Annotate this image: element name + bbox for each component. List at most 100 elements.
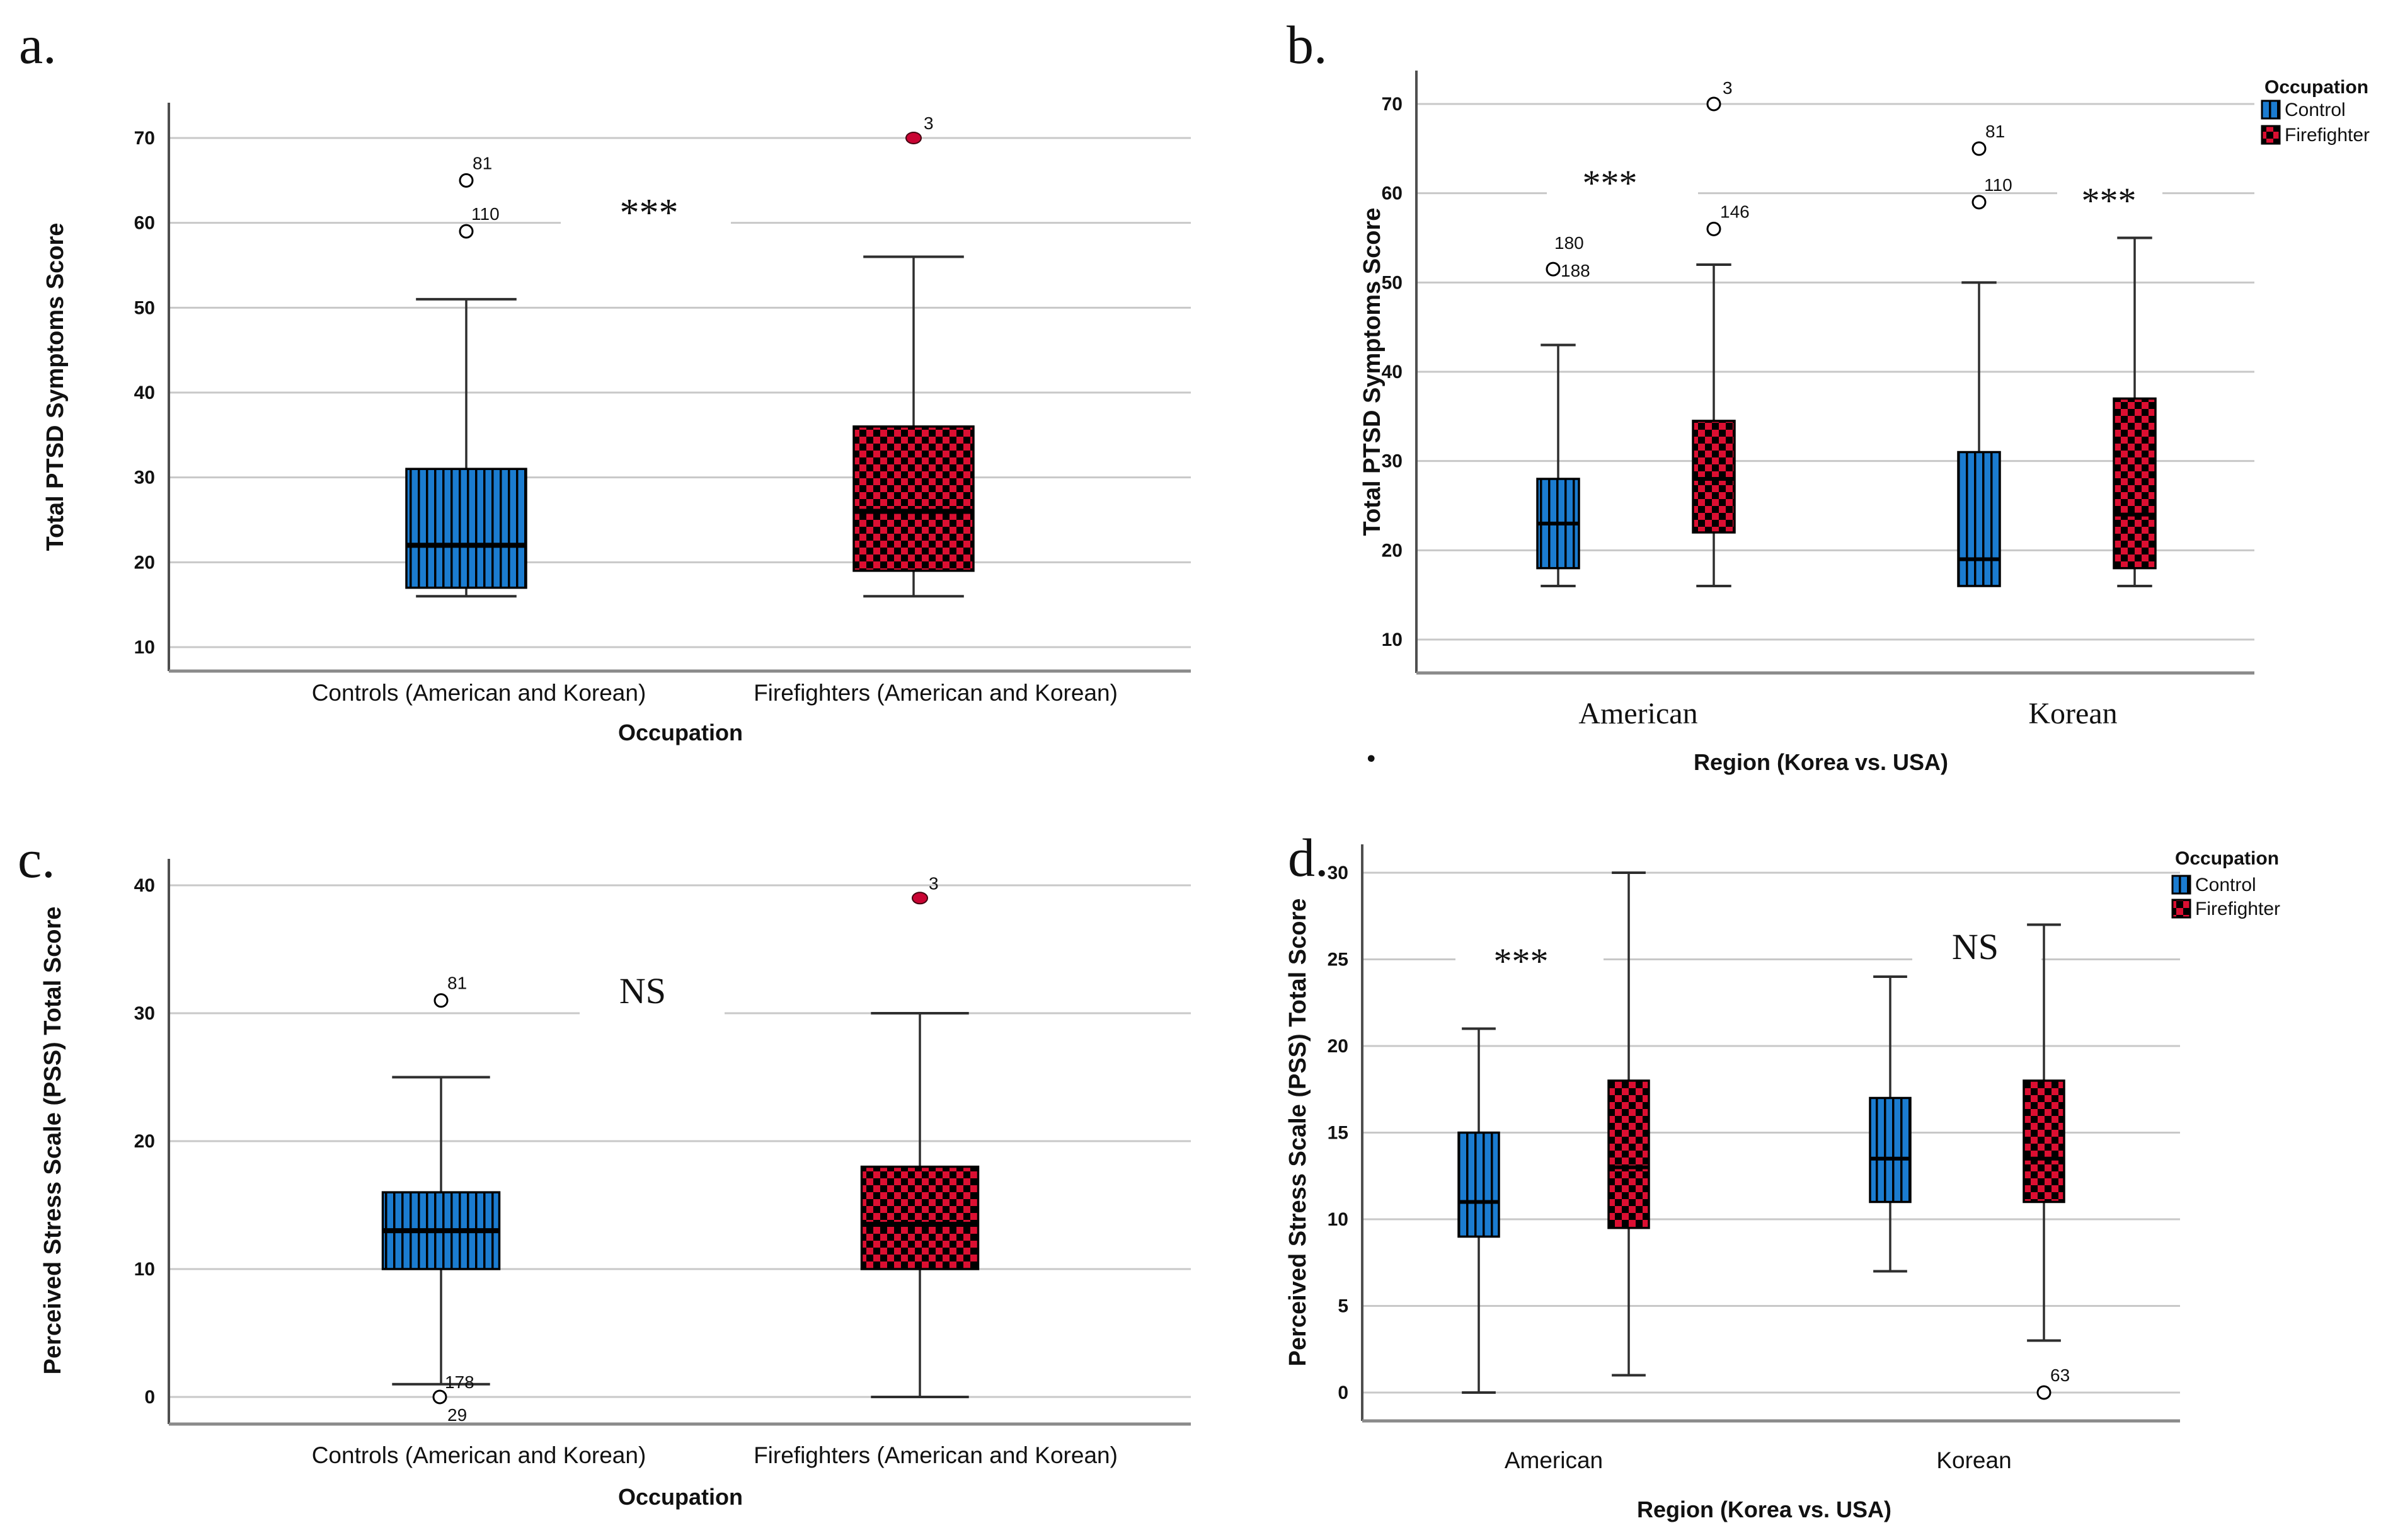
ytick-label-40: 40 [134,382,155,403]
category-label-1: Korean [2028,697,2117,730]
panel-d: 30 25 20 15 10 5 0 63 American Korean Region (Kore… [1285,827,2280,1522]
boxplot-controls: 81 110 [405,153,527,598]
ytick-label-20: 20 [134,1131,155,1152]
legend-label-control: Control [2285,100,2346,120]
outlier-case-label: 110 [1984,175,2012,195]
ytick-label-20: 20 [1382,540,1403,561]
legend-swatch-control-icon [2171,875,2191,895]
boxplot-korean-firefighter: 63 [2023,923,2070,1400]
ytick-label-25: 25 [1328,950,1348,970]
ytick-label-70: 70 [1382,94,1403,115]
legend-label-control: Control [2195,875,2256,895]
ytick-label-60: 60 [134,213,155,234]
significance-annotation: NS [1952,926,1999,967]
boxplot-american-firefighter [1607,871,1650,1377]
panel-a: 70 60 50 40 30 20 10 81 110 3 Controls (American a… [19,14,1191,745]
gridline-break [580,985,725,1041]
legend-d: Occupation Control Firefighter [2171,848,2280,919]
y-axis-title: Total PTSD Symptoms Score [42,223,69,551]
boxplot-firefighters: 3 [860,873,980,1398]
significance-annotation: *** [1583,163,1638,204]
iqr-box [1457,1131,1500,1238]
outlier-point [433,993,449,1008]
boxplot-korean-control [1869,975,1912,1273]
category-label-0: American [1578,697,1697,730]
boxplot-controls: 81 178 29 [381,974,501,1425]
ytick-label-30: 30 [1328,863,1348,883]
ytick-label-0: 0 [144,1387,155,1408]
ytick-label-30: 30 [134,1003,155,1024]
legend-swatch-control-icon [2261,100,2281,120]
legend-label-firefighter: Firefighter [2285,125,2370,146]
panel-letter-c: c. [18,829,55,889]
ytick-label-5: 5 [1338,1296,1348,1317]
gridline-break [1547,165,1698,221]
x-axis-title: Region (Korea vs. USA) [1637,1497,1891,1522]
category-label-0: Controls (American and Korean) [312,1442,646,1468]
ytick-label-40: 40 [134,875,155,896]
y-axis-title: Total PTSD Symptoms Score [1359,208,1386,536]
legend-title: Occupation [2175,848,2279,869]
x-axis-title: Occupation [618,720,743,745]
outlier-case-label: 178 [445,1372,474,1392]
gridline-break [1912,931,2041,987]
x-axis-title: Region (Korea vs. USA) [1694,749,1948,775]
ytick-label-50: 50 [134,297,155,318]
ytick-label-0: 0 [1338,1382,1348,1403]
iqr-box [2023,1079,2065,1204]
extreme-outlier-point [912,892,928,905]
panel-letter-a: a. [19,14,57,75]
outlier-point [1971,141,1987,156]
outlier-point [459,224,474,239]
gridline-break [561,195,731,251]
boxplot-american-firefighter: 146 3 [1692,78,1750,587]
outlier-case-label: 3 [924,113,934,133]
ytick-label-60: 60 [1382,183,1403,204]
outlier-point [1546,261,1561,277]
outlier-case-label: 29 [447,1405,467,1425]
ytick-label-30: 30 [134,468,155,488]
outlier-point [1971,195,1987,210]
iqr-box [860,1165,980,1270]
extreme-outlier-point [905,132,922,144]
legend-swatch-firefighter-icon [2261,125,2281,145]
outlier-case-label: 81 [1985,122,2005,141]
iqr-box [1607,1079,1650,1229]
category-label-1: Firefighters (American and Korean) [754,1442,1118,1468]
gridline-break [2057,165,2162,221]
outlier-point [432,1389,447,1405]
boxplot-firefighters: 3 [852,113,975,598]
panel-letter-d: d. [1288,827,1329,888]
category-label-0: American [1505,1447,1603,1473]
iqr-box [405,468,527,589]
iqr-box [1957,451,2001,587]
category-label-1: Firefighters (American and Korean) [754,680,1118,706]
ytick-label-10: 10 [1382,629,1403,650]
significance-annotation: *** [1494,941,1549,982]
outlier-case-label: 63 [2050,1365,2070,1385]
outlier-point [2036,1385,2052,1400]
gridline-break [1455,931,1604,987]
ytick-label-10: 10 [134,1259,155,1280]
outlier-case-label: 110 [471,204,500,224]
boxplot-american-control [1457,1027,1500,1394]
x-axis-title: Occupation [618,1484,743,1510]
outlier-case-label: 188 [1561,261,1590,280]
outlier-case-label: 81 [473,153,492,173]
panel-letter-b: b. [1287,14,1328,75]
outlier-case-label: 180 [1554,233,1584,253]
boxplot-korean-firefighter [2113,236,2157,587]
iqr-box [1869,1096,1912,1204]
y-axis-title: Perceived Stress Scale (PSS) Total Score [40,907,66,1375]
stray-period: . [1366,725,1377,771]
boxplot-korean-control: 81 110 [1957,122,2012,587]
outlier-case-label: 3 [1723,78,1733,98]
significance-annotation: *** [2082,180,2137,221]
outlier-case-label: 146 [1720,202,1750,221]
legend-label-firefighter: Firefighter [2195,899,2280,919]
